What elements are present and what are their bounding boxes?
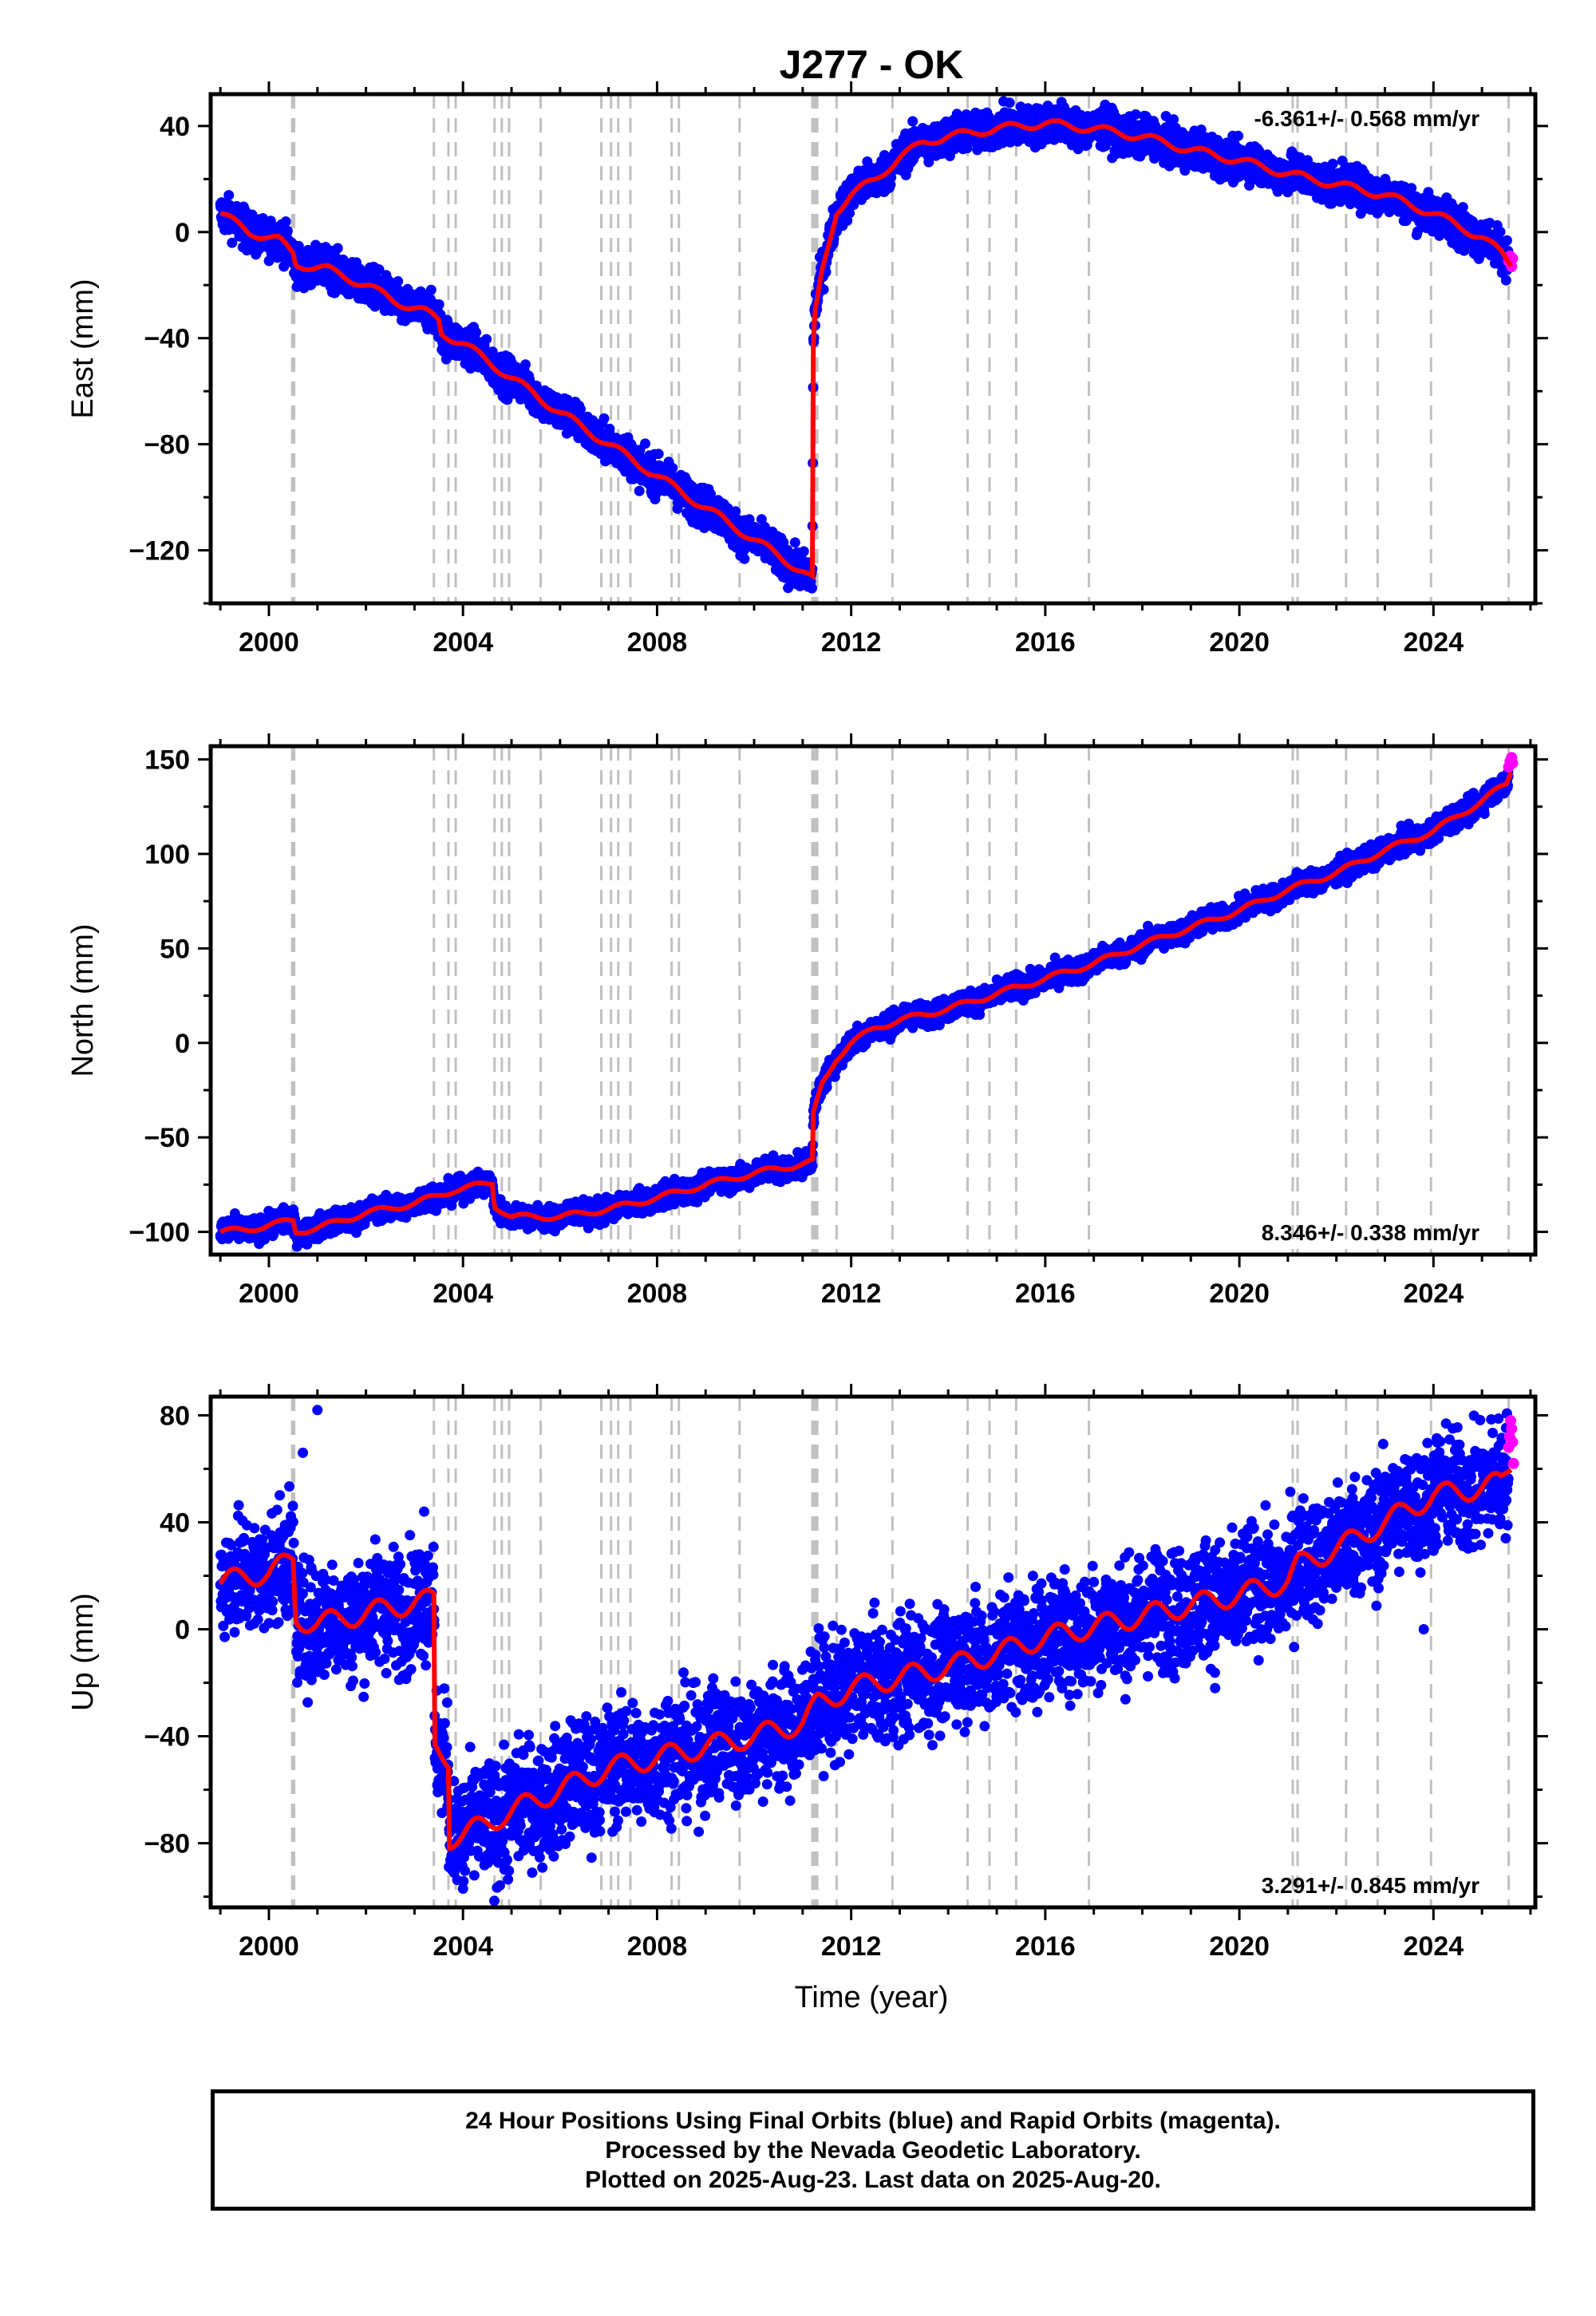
data-point — [1233, 130, 1244, 141]
data-point — [634, 485, 645, 496]
chart-title: J277 - OK — [780, 42, 964, 87]
y-axis-title: East (mm) — [66, 279, 100, 418]
data-point — [282, 225, 293, 236]
data-point — [640, 438, 650, 449]
x-tick-label: 2024 — [1403, 627, 1464, 658]
x-tick-label: 2020 — [1209, 627, 1270, 658]
data-point — [653, 449, 664, 460]
data-point — [798, 546, 809, 557]
data-point — [1501, 235, 1512, 246]
east-panel: 2000 2004 2008 2012 2016 2020 2024 −120 −80 −40 0 4… — [66, 81, 1548, 658]
velocity-label: -6.361+/- 0.568 mm/yr — [1254, 106, 1479, 131]
data-point — [373, 264, 385, 275]
data-point — [739, 553, 750, 564]
data-point — [481, 334, 492, 345]
data-point — [227, 237, 238, 248]
data-point — [1327, 158, 1338, 169]
data-point — [807, 583, 817, 594]
data-point — [370, 300, 381, 311]
data-point — [598, 413, 610, 424]
data-point — [425, 284, 437, 295]
data-point — [332, 243, 343, 254]
data-point — [1500, 275, 1511, 286]
x-tick-label: 2004 — [433, 627, 493, 658]
data-point — [907, 116, 918, 127]
y-tick-label: 0 — [175, 218, 190, 248]
data-point — [280, 216, 291, 227]
data-point — [789, 537, 800, 548]
data-point — [393, 276, 404, 287]
x-tick-label: 2012 — [821, 627, 882, 658]
y-tick-label: −80 — [144, 430, 190, 460]
data-point — [433, 299, 444, 310]
y-tick-label: −40 — [144, 324, 190, 354]
x-tick-label: 2000 — [239, 627, 299, 658]
data-point — [223, 190, 235, 201]
x-tick-label: 2016 — [1015, 627, 1076, 658]
y-tick-label: 40 — [160, 112, 190, 142]
final-orbit-points — [215, 767, 1514, 1252]
data-point — [471, 327, 481, 338]
data-point — [1004, 97, 1015, 109]
data-point — [520, 359, 531, 370]
final-orbit-points — [215, 96, 1514, 594]
data-point — [575, 404, 586, 415]
north-panel: 2000 2004 2008 2012 2016 2020 2024−100−5005010… — [66, 733, 1548, 1309]
y-tick-label: −120 — [128, 536, 190, 567]
data-point — [1495, 227, 1506, 237]
x-tick-label: 2008 — [627, 627, 688, 658]
